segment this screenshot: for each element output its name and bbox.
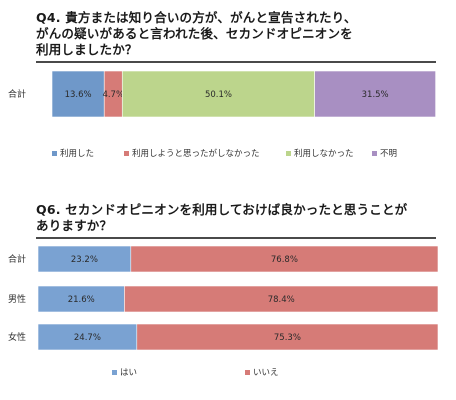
bar-segment (37, 285, 125, 313)
bar-segment (51, 70, 105, 118)
legend-swatch (112, 370, 117, 375)
data-label: 31.5% (362, 90, 389, 100)
data-label: 76.8% (271, 255, 298, 265)
legend-swatch (372, 151, 377, 156)
legend-swatch (52, 151, 57, 156)
bar-segment (37, 245, 132, 273)
data-label: 75.3% (274, 333, 301, 343)
bar-segment (314, 70, 436, 118)
q6-title-underline (36, 237, 436, 239)
q4-title-underline (36, 61, 436, 63)
legend-label: 不明 (380, 149, 397, 159)
data-label: 4.7% (102, 90, 124, 100)
data-label: 24.7% (74, 333, 101, 343)
legend-label: 利用した (60, 148, 94, 159)
bar-segment (37, 323, 138, 351)
legend-label: いいえ (253, 368, 279, 378)
legend-label: はい (120, 368, 137, 378)
category-label: 女性 (8, 331, 26, 343)
q6-title: Q6. セカンドオピニオンを利用しておけば良かったと思うことが ありますか？ (36, 202, 408, 233)
legend-swatch (245, 370, 250, 375)
q4-chart: 合計 13.6% 4.7% 50.1% 31.5% 利用した 利用しようと思ったがしなかった… (8, 70, 436, 159)
q4-title: Q4. 貴方または知り合いの方が、がんと宣告されたり、 がんの疑いがあると言われ… (36, 10, 357, 57)
category-label: 合計 (8, 253, 26, 265)
data-label: 23.2% (71, 255, 98, 265)
bar-segment (121, 70, 315, 118)
category-label: 合計 (8, 88, 26, 100)
legend-label: 利用しなかった (294, 148, 354, 159)
category-label: 男性 (8, 293, 26, 305)
data-label: 13.6% (65, 90, 92, 100)
data-label: 50.1% (205, 90, 232, 100)
bar-segment (130, 245, 439, 273)
legend-label: 利用しようと思ったがしなかった (132, 148, 260, 159)
legend-swatch (124, 151, 129, 156)
bar-segment (136, 323, 439, 351)
bar-segment (124, 285, 439, 313)
data-label: 21.6% (68, 295, 95, 305)
legend-swatch (286, 151, 291, 156)
data-label: 78.4% (268, 295, 295, 305)
